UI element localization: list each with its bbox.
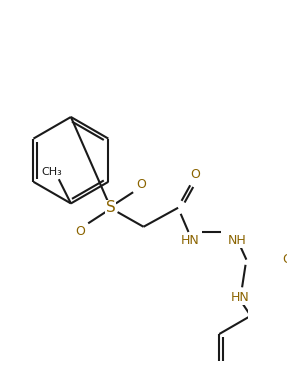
Text: HN: HN xyxy=(231,291,250,304)
Text: S: S xyxy=(106,200,116,215)
Text: NH: NH xyxy=(228,234,246,247)
Text: CH₃: CH₃ xyxy=(42,167,62,177)
Text: HN: HN xyxy=(181,234,199,247)
Text: O: O xyxy=(191,168,200,181)
Text: O: O xyxy=(136,178,146,191)
Text: O: O xyxy=(75,224,85,238)
Text: O: O xyxy=(282,253,287,266)
